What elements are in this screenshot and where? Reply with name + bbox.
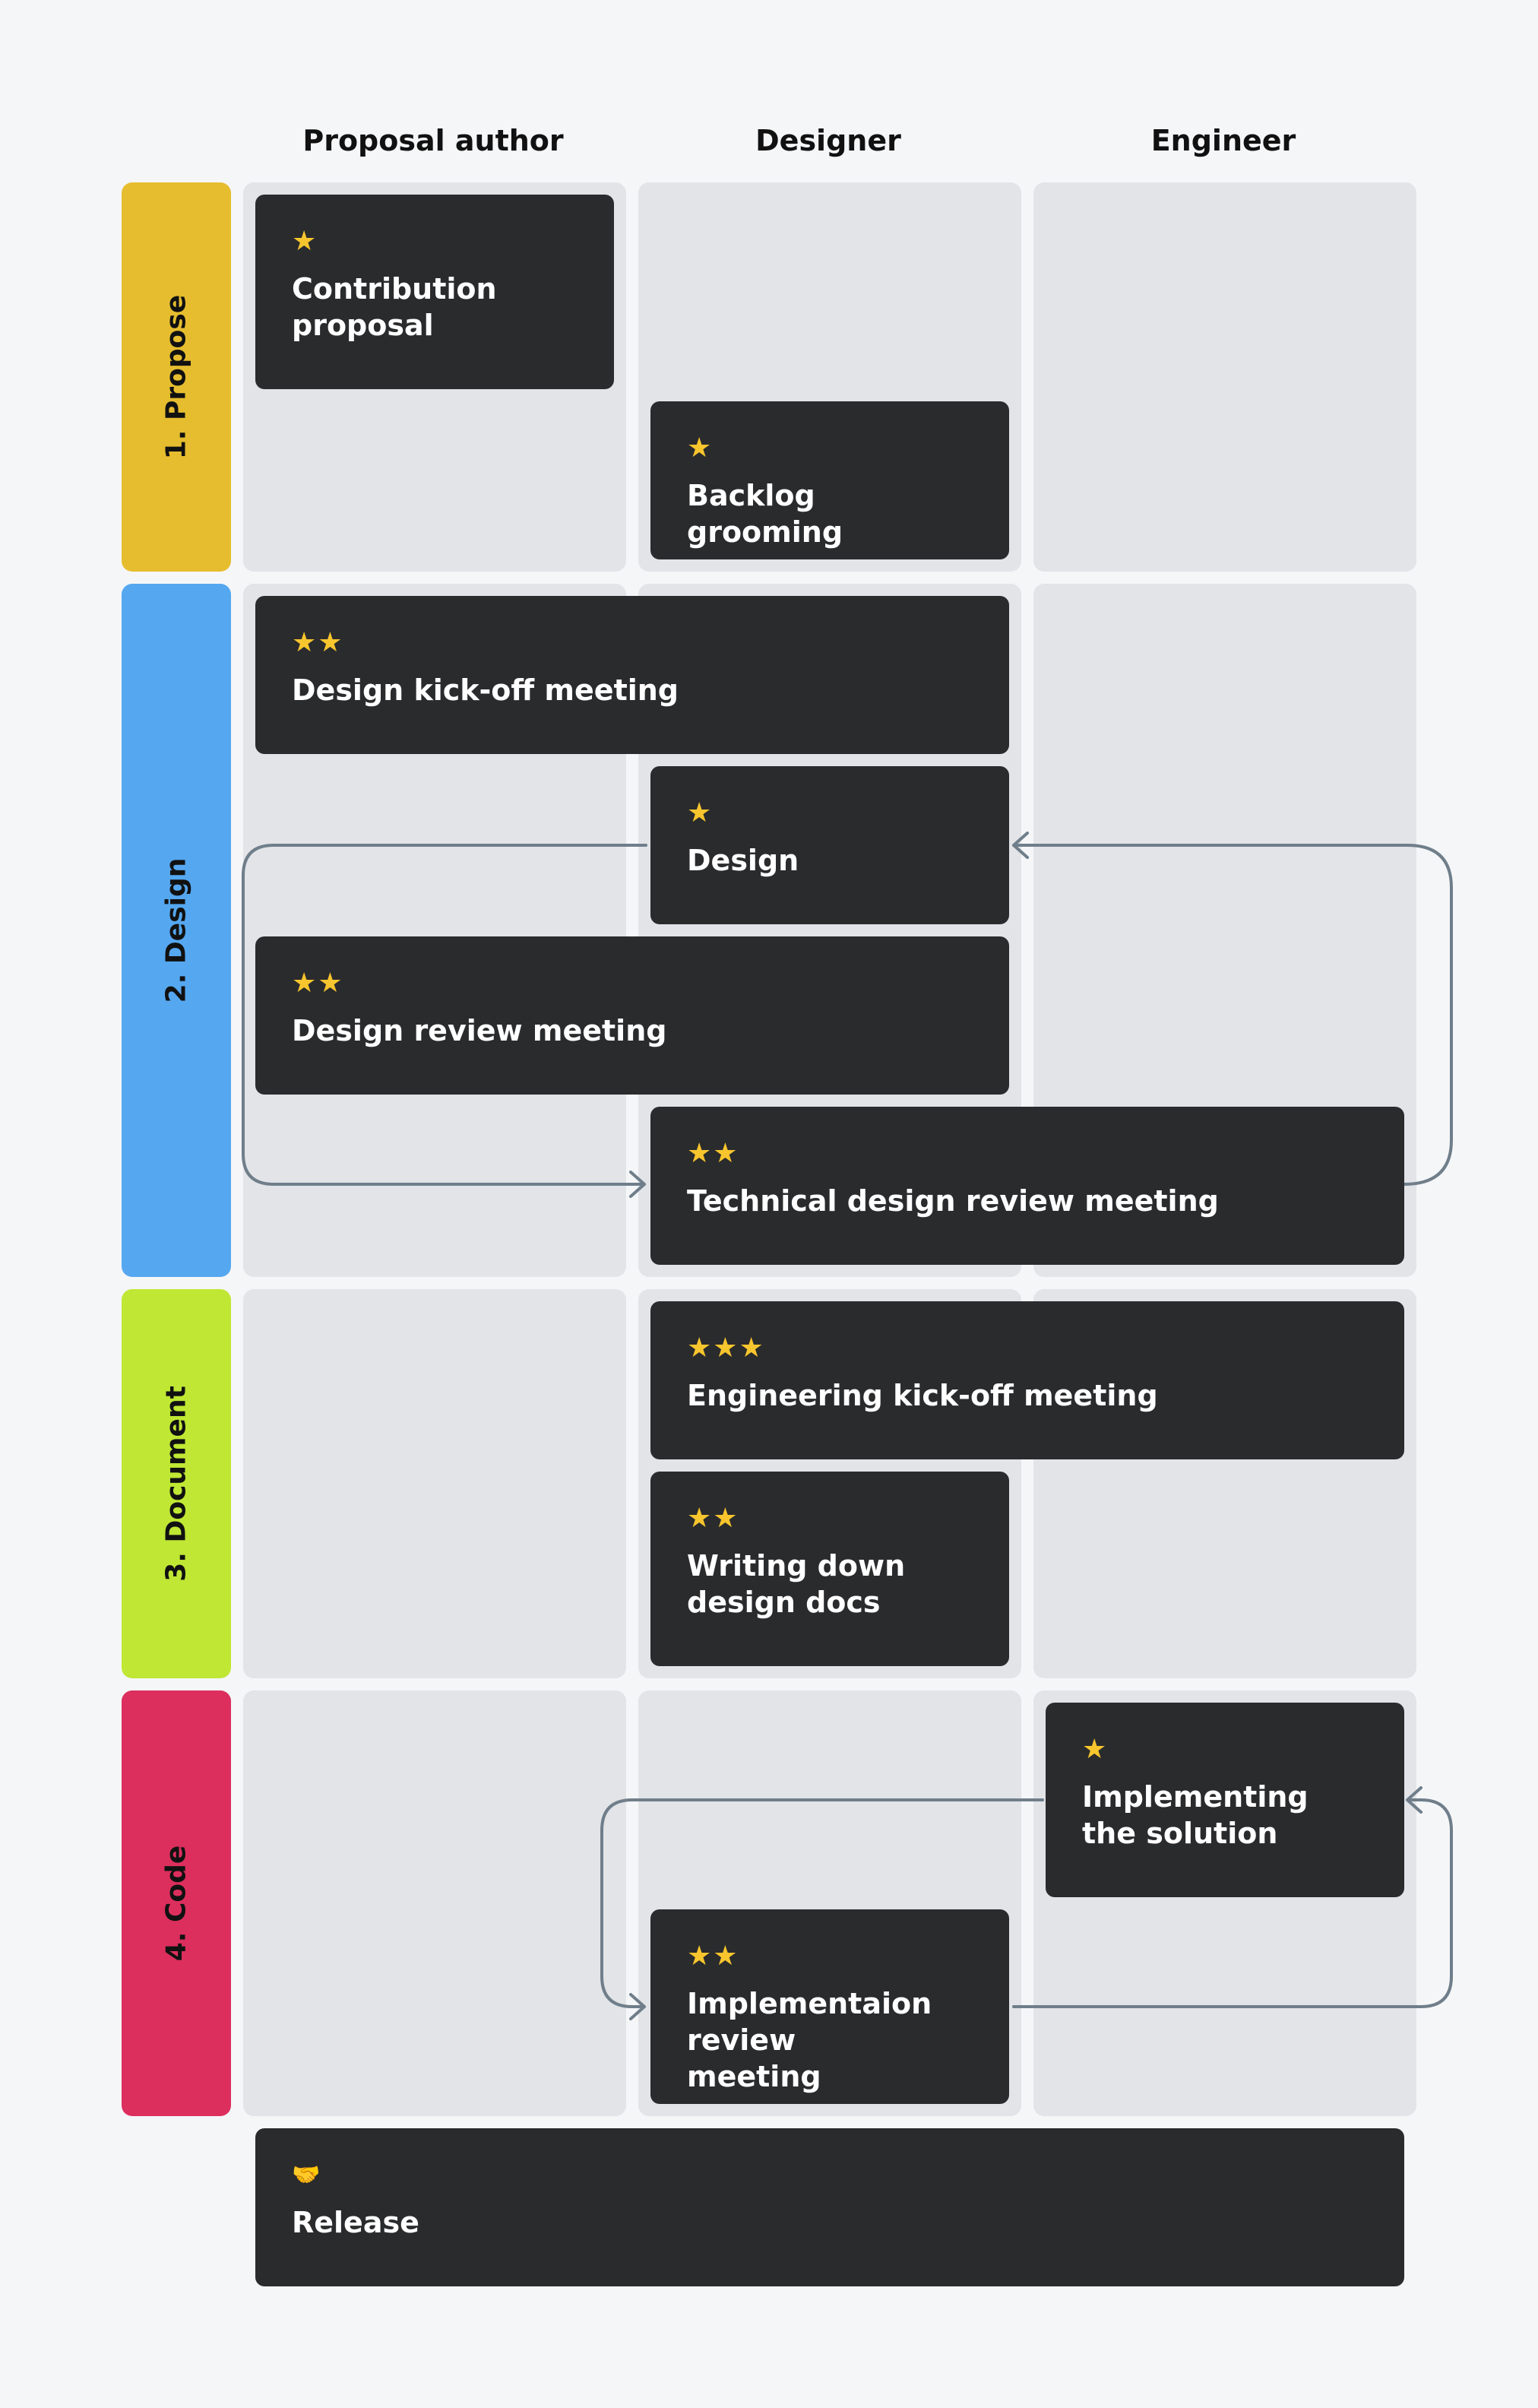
column-header-engineer: Engineer [1150,124,1296,157]
arrowhead-design [1012,832,1029,859]
star-icon: ★★★ [687,1332,765,1364]
star-icon: ★★ [687,1503,739,1534]
phase-code: 4. Code [122,1690,231,2116]
phase-propose: 1. Propose [122,182,231,572]
card-label: Technical design review meeting [687,1184,1219,1218]
arrow-review-to-implementing [1012,1798,1453,2008]
card-implementation-review-meeting[interactable]: ★★ Implementaion review meeting [650,1909,1009,2104]
card-label: Release [292,2206,419,2239]
card-label: Contribution proposal [292,272,497,342]
handshake-icon: 🤝 [292,2162,322,2188]
star-icon: ★ [292,226,318,257]
arrowhead-implementing [1406,1786,1422,1814]
arrow-design-to-technical-review [242,844,647,1186]
card-label: Design review meeting [292,1014,667,1047]
card-backlog-grooming[interactable]: ★ Backlog grooming [650,401,1009,559]
card-technical-design-review-meeting[interactable]: ★★ Technical design review meeting [650,1107,1404,1265]
card-label: Backlog grooming [687,479,843,549]
star-icon: ★★ [687,1941,739,1972]
star-icon: ★★ [292,968,344,999]
cell-document-author [243,1289,626,1678]
phase-design: 2. Design [122,584,231,1277]
phase-document: 3. Document [122,1289,231,1678]
card-design-review-meeting[interactable]: ★★ Design review meeting [255,936,1009,1095]
card-contribution-proposal[interactable]: ★ Contribution proposal [255,195,614,389]
card-label: Design kick-off meeting [292,673,679,707]
star-icon: ★ [687,797,714,829]
card-label: Design [687,844,799,877]
column-header-designer: Designer [755,124,901,157]
card-design[interactable]: ★ Design [650,766,1009,924]
arrowhead-implementation-review [629,1993,646,2020]
star-icon: ★★ [292,627,344,658]
card-implementing-solution[interactable]: ★ Implementing the solution [1046,1703,1404,1897]
card-label: Writing down design docs [687,1549,906,1619]
star-icon: ★ [1082,1734,1109,1765]
cell-code-author [243,1690,626,2116]
card-engineering-kickoff-meeting[interactable]: ★★★ Engineering kick-off meeting [650,1301,1404,1459]
cell-propose-engineer [1033,182,1416,572]
card-label: Implementaion review meeting [687,1987,932,2093]
card-label: Implementing the solution [1082,1780,1309,1850]
card-label: Engineering kick-off meeting [687,1379,1158,1412]
star-icon: ★ [687,432,714,464]
arrow-technical-review-to-design [1014,844,1453,1186]
star-icon: ★★ [687,1138,739,1169]
arrow-implementing-to-review [600,1798,1044,2008]
column-header-proposal-author: Proposal author [302,124,564,157]
card-release[interactable]: 🤝 Release [255,2128,1404,2286]
card-writing-design-docs[interactable]: ★★ Writing down design docs [650,1472,1009,1666]
arrowhead-technical-review [629,1171,646,1198]
card-design-kickoff-meeting[interactable]: ★★ Design kick-off meeting [255,596,1009,754]
